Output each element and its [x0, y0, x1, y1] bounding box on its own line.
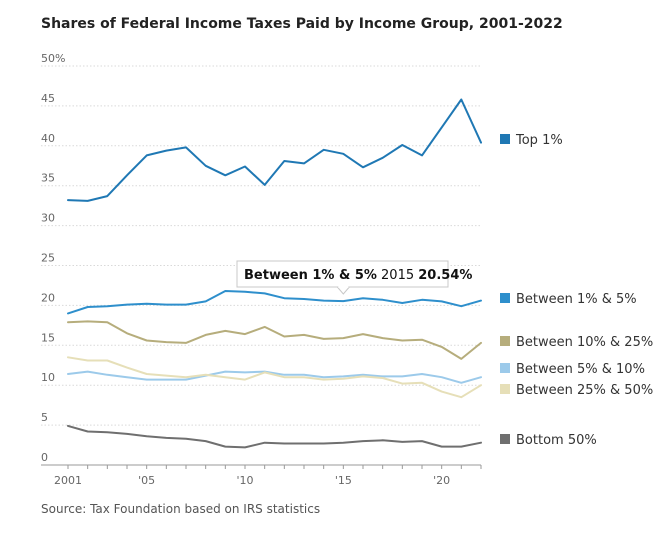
y-tick-label: 30 — [41, 212, 55, 225]
legend-label: Between 25% & 50% — [516, 383, 653, 398]
tooltip-series: Between 1% & 5% — [244, 268, 377, 283]
legend-swatch — [500, 336, 510, 346]
y-tick-label: 45 — [41, 92, 55, 105]
tooltip-text: Between 1% & 5% 2015 20.54% — [244, 268, 472, 283]
legend-swatch — [500, 134, 510, 144]
x-tick-label: '10 — [236, 474, 253, 487]
tooltip-year: 2015 — [377, 268, 418, 283]
y-tick-label: 50% — [41, 52, 65, 65]
x-tick-label: '15 — [335, 474, 352, 487]
hover-tooltip: Between 1% & 5% 2015 20.54% — [236, 260, 472, 295]
tooltip-value: 20.54% — [418, 268, 472, 283]
legend-label: Between 5% & 10% — [516, 362, 645, 377]
legend: Top 1% Between 1% & 5% Between 10% & 25% Be… — [500, 133, 653, 448]
series-line-4[interactable] — [67, 356, 482, 399]
y-tick-label: 35 — [41, 172, 55, 185]
legend-label: Top 1% — [515, 133, 563, 148]
x-tick-label: 2001 — [54, 474, 82, 487]
series-line-1[interactable] — [67, 290, 482, 315]
y-tick-label: 20 — [41, 291, 55, 304]
y-tick-label: 40 — [41, 132, 55, 145]
legend-label: Between 10% & 25% — [516, 335, 653, 350]
legend-swatch — [500, 384, 510, 394]
series-line-0[interactable] — [67, 98, 482, 202]
y-tick-label: 15 — [41, 331, 55, 344]
legend-swatch — [500, 434, 510, 444]
y-tick-label: 5 — [41, 411, 48, 424]
tooltip-pointer — [336, 286, 350, 295]
chart-source: Source: Tax Foundation based on IRS stat… — [41, 502, 321, 516]
legend-label: Between 1% & 5% — [516, 292, 637, 307]
series-lines — [67, 98, 482, 449]
grid-lines: 0 5 10 15 20 25 30 35 40 45 50% — [41, 52, 481, 466]
tooltip-box — [236, 260, 449, 288]
series-line-3[interactable] — [67, 370, 482, 384]
x-tick-label: '05 — [138, 474, 155, 487]
legend-label: Bottom 50% — [516, 433, 597, 448]
series-line-2[interactable] — [67, 320, 482, 360]
y-tick-label: 10 — [41, 371, 55, 384]
chart-title: Shares of Federal Income Taxes Paid by I… — [41, 16, 563, 32]
x-axis: 2001 '05 '10 '15 '20 — [54, 465, 482, 487]
y-tick-label: 0 — [41, 451, 48, 464]
x-tick-label: '20 — [433, 474, 450, 487]
legend-swatch — [500, 363, 510, 373]
legend-swatch — [500, 293, 510, 303]
y-tick-label: 25 — [41, 252, 55, 265]
series-line-5[interactable] — [67, 424, 482, 449]
